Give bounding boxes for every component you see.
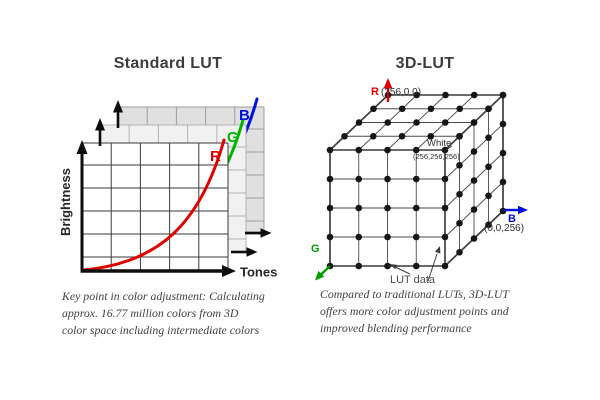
- lut-cube-lattice: [326, 91, 507, 270]
- caption-line: Compared to traditional LUTs, 3D-LUT: [320, 287, 509, 301]
- g-axis-label: G: [311, 243, 320, 255]
- middle-plane-right-arrow: [231, 247, 258, 257]
- r-axis-arrow-icon: [383, 78, 393, 102]
- caption-line: improved blending performance: [320, 320, 472, 335]
- caption-line: approx. 16.77 million colors from 3D: [62, 305, 239, 320]
- standard-lut-diagram: Brightness Tones R G B: [58, 97, 277, 280]
- caption-line: Key point in color adjustment: Calculati…: [62, 289, 265, 303]
- g-curve-label: G: [227, 129, 239, 146]
- middle-plane-up-arrow: [95, 118, 105, 146]
- brightness-axis-label: Brightness: [58, 168, 73, 236]
- x-axis-arrow: [80, 265, 236, 277]
- white-point-coordinate-label: (256,256,256): [413, 152, 460, 161]
- caption-line: offers more color adjustment points and: [320, 303, 509, 318]
- r-curve-label: R: [210, 148, 221, 165]
- back-plane-right-arrow: [245, 228, 272, 238]
- white-point-label: White: [427, 138, 451, 149]
- b-curve-label: B: [239, 107, 250, 124]
- caption-line: color space including intermediate color…: [62, 322, 260, 337]
- r-axis-coordinate-label: (256,0,0): [381, 87, 421, 98]
- front-plane: [82, 142, 229, 271]
- r-curve: [82, 138, 226, 272]
- white-point-pointer: [445, 145, 453, 151]
- y-axis-arrow: [76, 140, 88, 271]
- r-axis-label: R: [371, 86, 379, 98]
- 3d-lut-title: 3D-LUT: [395, 55, 455, 72]
- standard-lut-caption: Key point in color adjustment: Calculati…: [62, 288, 312, 338]
- 3d-lut-diagram: R (256,0,0) B (0,0,256) G White (256,256…: [311, 78, 528, 286]
- lut-data-label: LUT data: [390, 274, 436, 286]
- g-axis-arrow-icon: [315, 265, 331, 281]
- 3d-lut-caption: Compared to traditional LUTs, 3D-LUT off…: [320, 286, 580, 336]
- standard-lut-title: Standard LUT: [113, 55, 223, 72]
- lut-data-pointer-arrows: [389, 246, 441, 282]
- b-axis-arrow-icon: [504, 205, 528, 215]
- b-axis-label: B: [508, 213, 516, 225]
- back-plane-up-arrow: [113, 100, 123, 128]
- b-axis-coordinate-label: (0,0,256): [484, 223, 524, 234]
- tones-axis-label: Tones: [240, 265, 277, 280]
